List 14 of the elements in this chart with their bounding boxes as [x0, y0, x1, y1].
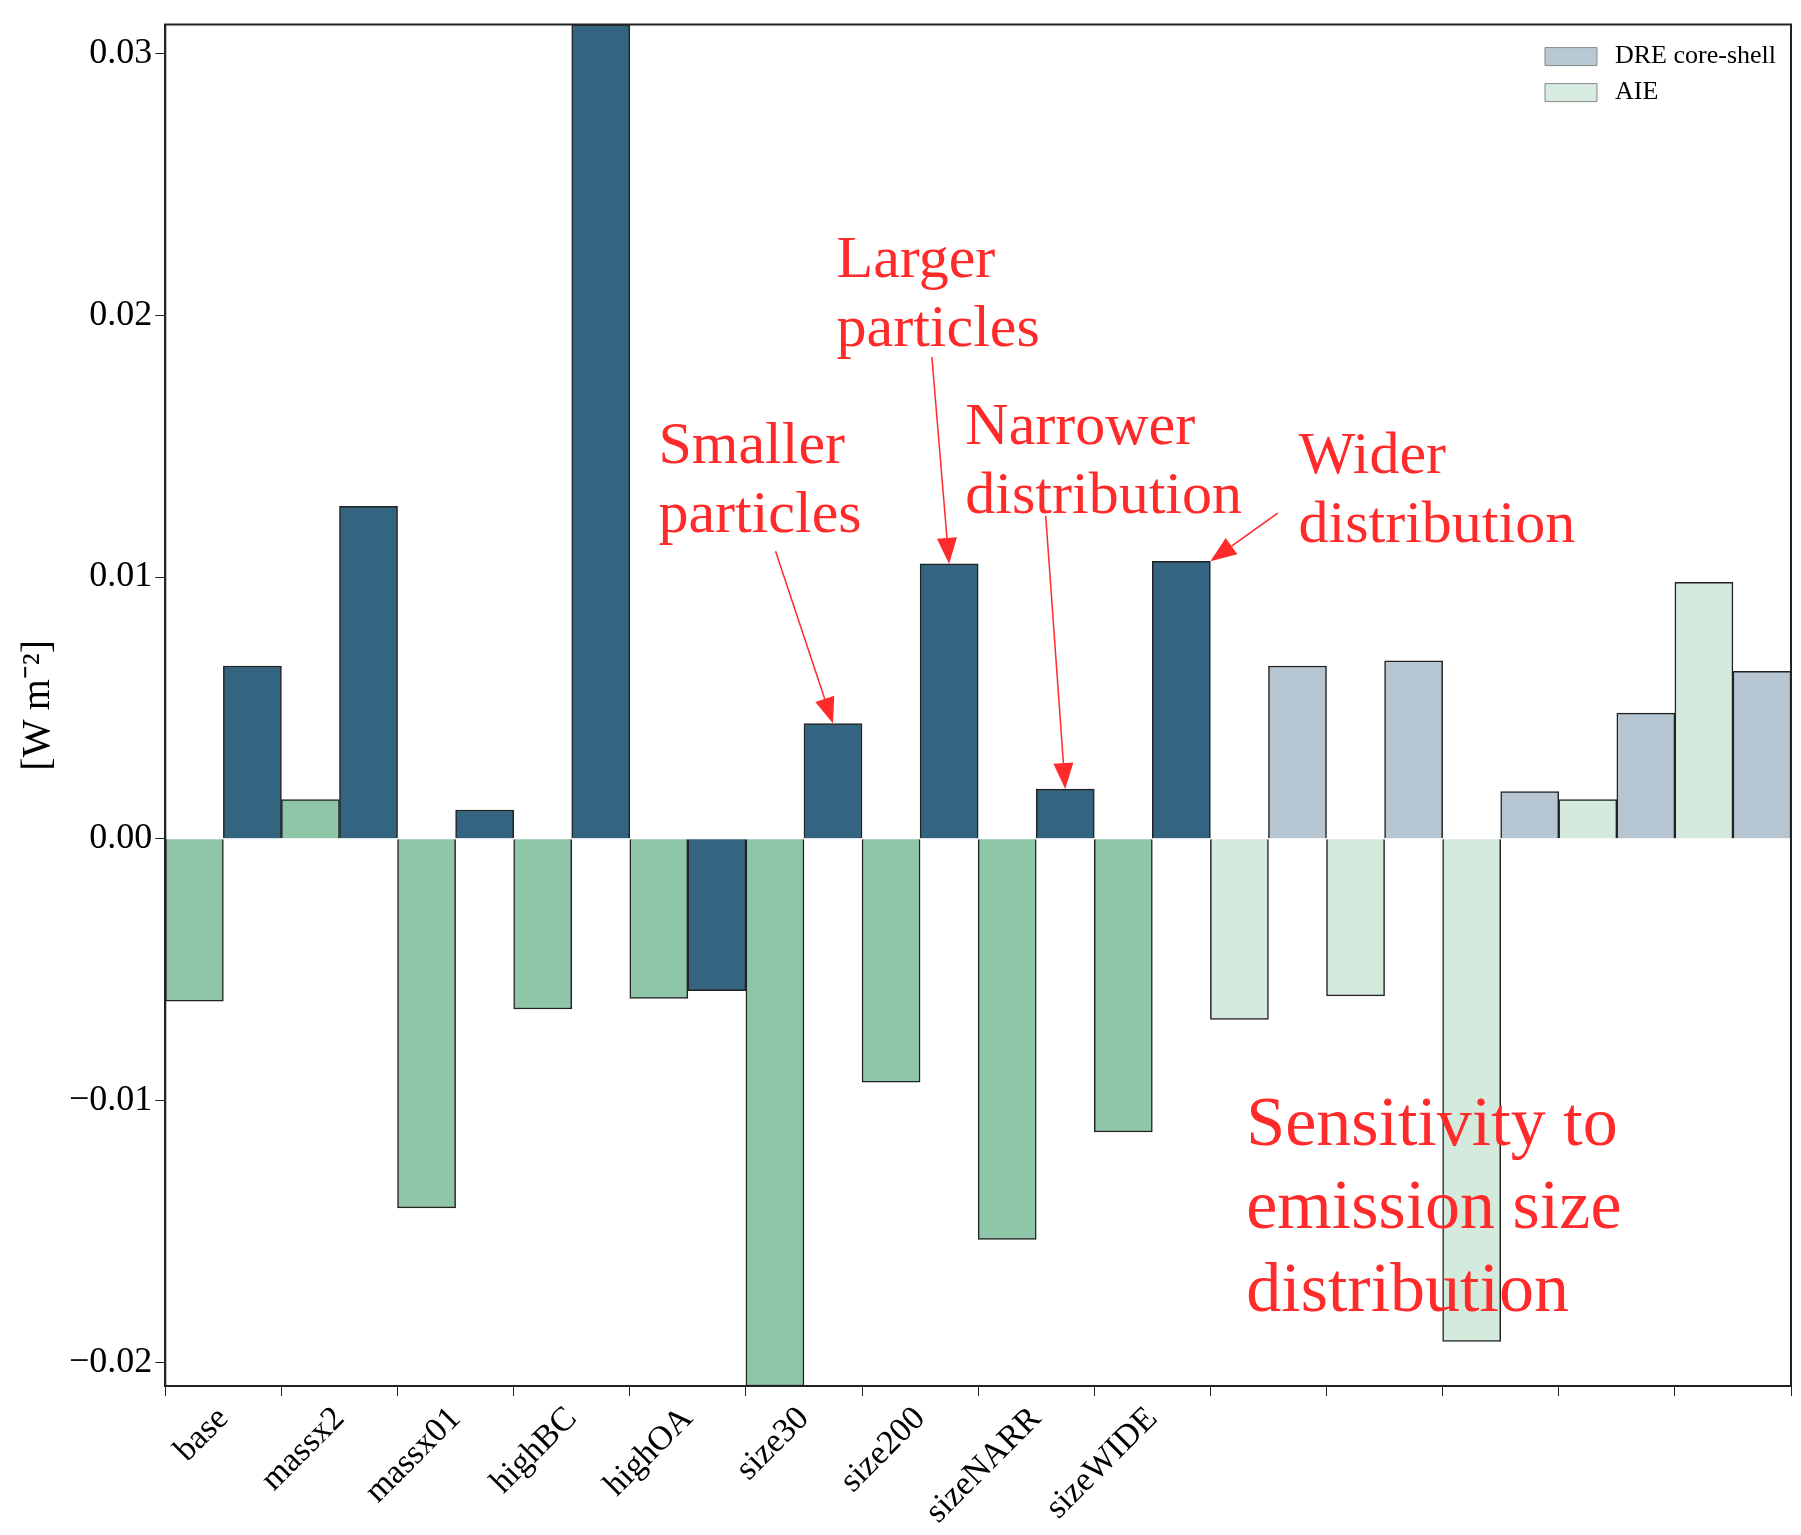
y-tick-label: 0.03 [89, 30, 153, 71]
annotation: Wider distribution [1298, 419, 1576, 555]
annotation: Narrower distribution [965, 391, 1242, 527]
legend-label: AIE [1615, 76, 1659, 106]
y-tick-label: 0.02 [89, 292, 153, 333]
y-tick-label: 0.01 [89, 554, 153, 595]
y-tick-label: 0.00 [89, 816, 153, 857]
y-tick-label: −0.01 [68, 1078, 153, 1119]
x-tick-label: base [165, 1398, 235, 1468]
annotation: Larger particles [836, 223, 1040, 359]
legend-label: DRE core-shell [1615, 40, 1777, 70]
annotation: Smaller particles [658, 409, 862, 545]
y-axis-title: [W m⁻²] [12, 639, 58, 771]
y-tick-label: −0.02 [68, 1339, 153, 1380]
